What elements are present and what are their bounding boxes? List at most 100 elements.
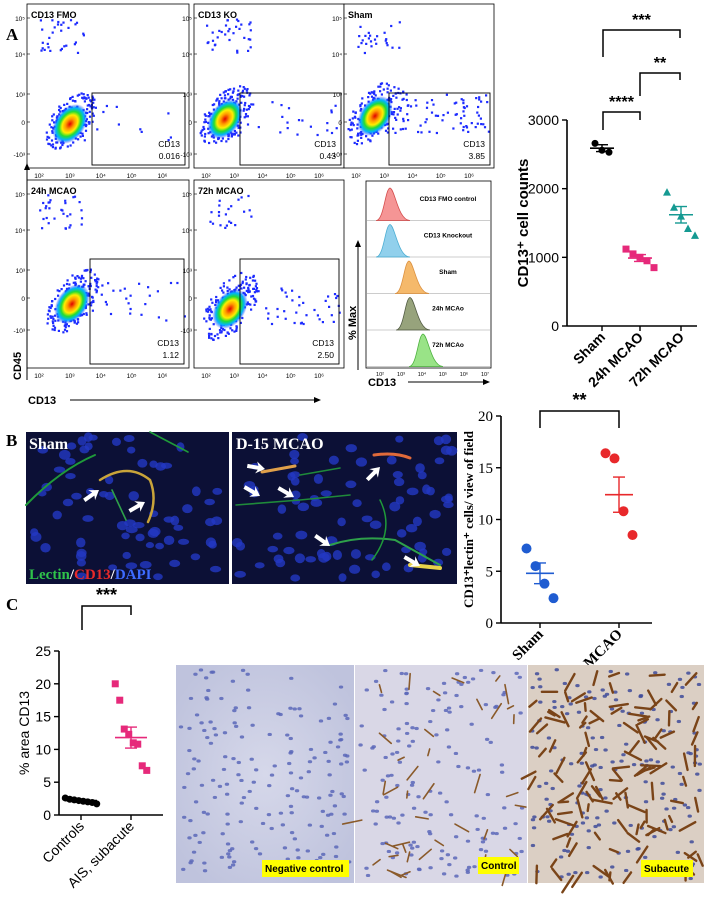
data-point: [521, 543, 532, 554]
y-tick-label: 5: [43, 774, 51, 790]
flow-xtick-label: 10²: [351, 173, 361, 180]
flow-xtick-label: 10⁶: [464, 173, 474, 180]
data-point: [548, 593, 559, 604]
y-tick-label: 20: [35, 676, 51, 692]
white-arrow: [314, 534, 330, 546]
flow-xtick-label: 10⁵: [127, 373, 137, 380]
white-arrow: [365, 467, 380, 482]
flow-ytick-label: 0: [188, 296, 192, 303]
stain-cd13: CD13: [74, 567, 111, 583]
flow-plot-title: Sham: [348, 10, 373, 20]
flow-ytick-label: 10³: [183, 92, 193, 99]
stain-legend: Lectin/CD13/DAPI: [29, 567, 152, 583]
flow-plot-4: CD13 1.12 24h MCAO 10⁵ 10⁴ 10³ 0 -10³ 10² 10³ 10⁴ 1…: [13, 179, 190, 380]
ihc-label-negative-bg: [262, 860, 349, 877]
flow-xtick-label: 10²: [201, 373, 211, 380]
y-tick-label: 20: [478, 409, 493, 425]
flow-ytick-label: 10⁵: [182, 192, 192, 199]
flow-plot-5: CD13 2.50 72h MCAO 10⁵ 10⁴ 10³ 0 -10³ 10² 10³ 10⁴ 1…: [180, 179, 345, 380]
fluor-image-sham: [26, 432, 229, 584]
data-point: [120, 725, 128, 733]
flow-ytick-label: 10⁴: [15, 228, 25, 235]
vessel: [111, 489, 127, 521]
stain-sep-2: /: [110, 567, 116, 583]
flow-ytick-label: 10⁵: [182, 16, 192, 23]
data-point: [129, 739, 137, 747]
hist-peak: [408, 333, 444, 367]
data-point: [600, 448, 611, 459]
y-tick-label: 10: [478, 513, 493, 529]
flow-ytick-label: 10⁵: [15, 192, 25, 199]
ihc-label-control: Control: [481, 861, 517, 872]
flow-xtick-label: 10²: [201, 173, 211, 180]
hist-xtick-label: 10⁴: [418, 371, 427, 378]
x-tick-label: MCAO: [581, 627, 626, 672]
flow-xtick-label: 10⁵: [286, 173, 296, 180]
gate-value: 0.016: [159, 151, 181, 161]
gate-value: 2.50: [317, 350, 334, 360]
flow-ytick-label: 10⁴: [182, 228, 192, 235]
gate-label: CD13: [314, 139, 336, 149]
data-point: [663, 188, 671, 196]
hist-peak: [375, 187, 411, 221]
significance-stars: ***: [96, 585, 117, 605]
flow-density-core: [54, 284, 90, 324]
vessel: [149, 431, 189, 453]
flow-plot-frame: [26, 179, 190, 369]
flow-xtick-label: 10⁵: [127, 173, 137, 180]
flow-gate: [388, 92, 491, 166]
x-tick-label: Controls: [39, 818, 87, 866]
flow-plot-title: 24h MCAO: [31, 186, 77, 196]
y-tick-label: 1000: [528, 249, 559, 265]
y-tick-label: 0: [43, 807, 51, 823]
data-point: [684, 224, 692, 232]
hist-xtick-label: 10²: [376, 372, 384, 378]
stain-lectin: Lectin: [29, 567, 70, 583]
flow-xtick-label: 10³: [65, 173, 75, 180]
flow-plot-frame: [26, 3, 190, 169]
ihc-images: [176, 665, 704, 894]
hist-x-arrowhead: [483, 379, 490, 385]
hist-peak: [395, 297, 431, 331]
flow-ytick-label: -10³: [180, 328, 192, 335]
white-arrow: [243, 485, 260, 497]
white-arrow: [277, 486, 294, 498]
white-arrow: [83, 490, 99, 502]
flow-density-core: [357, 96, 393, 136]
hist-ylabel: % Max: [347, 305, 359, 340]
ihc-image-control: [355, 665, 527, 883]
hist-xtick-label: 10⁷: [481, 371, 489, 378]
flow-plots: CD13 0.016 CD13 FMO 10⁵ 10⁴ 10³ 0 -10³ 10² 10³ 10⁴…: [13, 3, 495, 380]
flow-gate: [91, 92, 186, 166]
flow-plot-2: CD13 0.43 CD13 KO 10⁵ 10⁴ 10³ 0 -10³ 10² 10³ 10⁴ 10…: [180, 3, 345, 180]
significance-stars: ****: [609, 94, 635, 111]
fluor-label-sham: Sham: [29, 436, 69, 453]
flow-xtick-label: 10⁴: [408, 173, 418, 180]
y-tick-label: 5: [486, 564, 494, 580]
x-tick-label: Sham: [510, 626, 548, 664]
flow-ytick-label: 10³: [16, 268, 26, 275]
flow-xtick-label: 10⁴: [258, 373, 268, 380]
hist-row-2: CD13 Knockout: [366, 224, 491, 258]
y-tick-label: 15: [478, 461, 493, 477]
vessel: [372, 452, 412, 460]
significance-bracket: [81, 605, 132, 630]
flow-xtick-label: 10⁶: [314, 173, 324, 180]
gate-value: 3.85: [468, 151, 485, 161]
data-point: [93, 800, 101, 808]
dapi-nuclei: [30, 432, 223, 581]
hist-row-label: 24h MCAo: [432, 306, 464, 313]
panel-label-b: B: [6, 431, 17, 450]
ihc-label-negative: Negative control: [265, 864, 344, 875]
ihc-label-subacute: Subacute: [644, 864, 689, 875]
hist-xtick-label: 10⁵: [439, 371, 447, 378]
flow-xtick-label: 10⁵: [436, 173, 446, 180]
flow-ytick-label: -10³: [13, 328, 25, 335]
data-point: [591, 139, 599, 147]
stain-dapi: DAPI: [115, 567, 152, 583]
flow-xlabel: CD13: [28, 395, 56, 407]
